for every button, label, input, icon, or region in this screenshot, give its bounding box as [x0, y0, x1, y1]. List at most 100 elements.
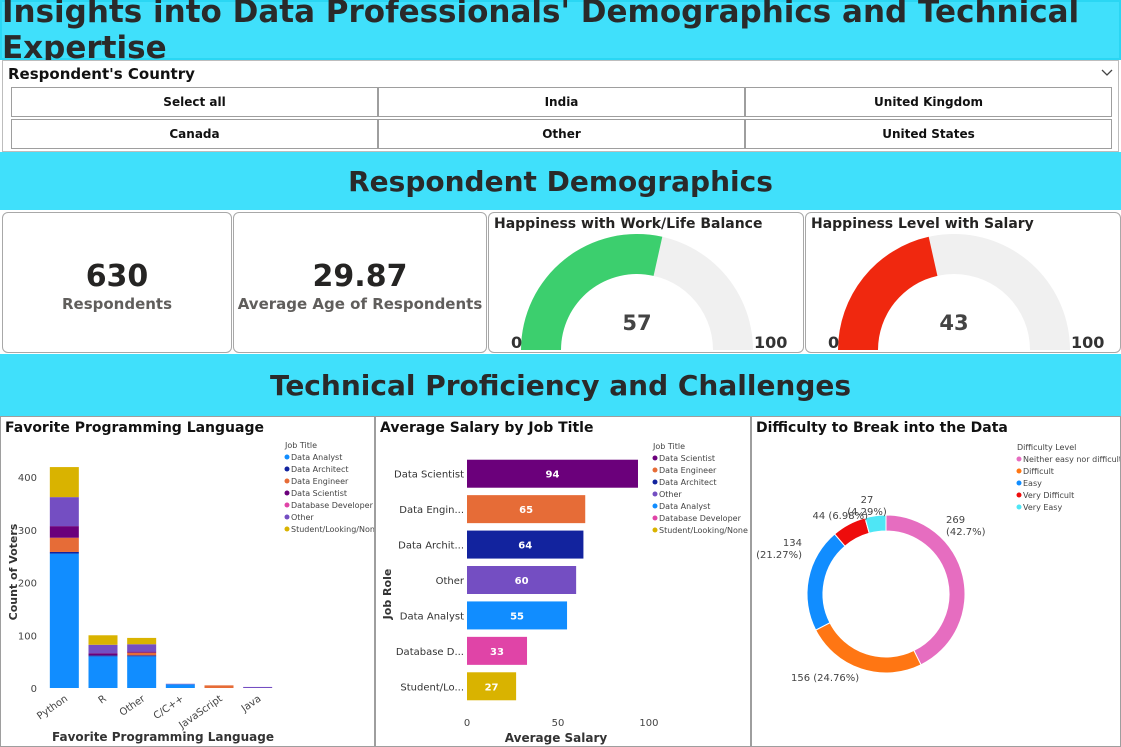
- legend-item: Very Difficult: [1023, 491, 1074, 500]
- legend-title: Job Title: [652, 442, 685, 451]
- data-label: 134: [783, 538, 802, 549]
- legend-title: Difficulty Level: [1017, 443, 1076, 452]
- y-tick-label: Data Engin...: [399, 505, 464, 516]
- data-label: 27: [485, 682, 499, 693]
- bar-other-data-scientist: [127, 651, 157, 653]
- chevron-down-icon[interactable]: [1100, 65, 1114, 79]
- y-tick-label: Data Scientist: [394, 470, 464, 481]
- legend-marker: [284, 502, 290, 508]
- y-tick-label: 100: [18, 631, 37, 642]
- bar-other-data-analyst: [127, 656, 157, 688]
- bar-other-data-architect: [127, 655, 157, 657]
- slicer-item-canada[interactable]: Canada: [11, 119, 378, 149]
- bar-python-data-analyst: [49, 553, 79, 688]
- y-axis-label: Job Role: [381, 569, 394, 621]
- legend-marker: [284, 454, 290, 460]
- salary-gauge-fill: [838, 236, 938, 350]
- bar-python-data-scientist: [49, 526, 79, 538]
- dashboard-title: Insights into Data Professionals' Demogr…: [0, 0, 1121, 66]
- data-label: 44 (6.98%): [813, 511, 869, 522]
- x-tick-label: 0: [464, 718, 470, 729]
- x-tick-label: Other: [118, 693, 148, 719]
- salary-gauge-max: 100: [1071, 333, 1105, 352]
- data-label: 33: [490, 647, 504, 658]
- average-age-card: 29.87 Average Age of Respondents: [233, 212, 487, 353]
- slicer-item-select-all[interactable]: Select all: [11, 87, 378, 117]
- average-age-label: Average Age of Respondents: [237, 295, 483, 313]
- section-title-technical: Technical Proficiency and Challenges: [0, 354, 1121, 416]
- y-tick-label: 200: [18, 579, 37, 590]
- slicer-item-united-states[interactable]: United States: [745, 119, 1112, 149]
- y-tick-label: Student/Lo...: [400, 682, 464, 693]
- legend-item: Database Developer: [291, 501, 374, 510]
- legend-item: Data Engineer: [291, 477, 349, 486]
- legend-marker: [284, 526, 290, 532]
- legend-item: Data Architect: [291, 465, 349, 474]
- bar-javascript-data-engineer: [204, 685, 234, 688]
- legend-marker: [652, 515, 658, 521]
- bar-java-other: [243, 686, 273, 688]
- legend-marker: [652, 479, 658, 485]
- legend-item: Student/Looking/None: [291, 525, 374, 534]
- chart-title-salary-by-job: Average Salary by Job Title: [380, 420, 594, 436]
- legend-item: Student/Looking/None: [659, 526, 748, 535]
- work-life-gauge-card: Happiness with Work/Life Balance 57 0 10…: [488, 212, 804, 353]
- slice-easy: [806, 533, 846, 631]
- legend-marker: [1016, 480, 1022, 486]
- y-axis-label: Count of Voters: [7, 523, 20, 620]
- country-slicer[interactable]: Respondent's Country Select all India Un…: [2, 60, 1119, 152]
- legend-title: Job Title: [284, 441, 317, 450]
- legend-item: Other: [659, 490, 682, 499]
- slice-very-easy: [864, 514, 887, 534]
- bar-python-other: [49, 497, 79, 527]
- data-label: 94: [546, 470, 560, 481]
- work-life-gauge-max: 100: [754, 333, 788, 352]
- slicer-item-other[interactable]: Other: [378, 119, 745, 149]
- legend-marker: [284, 466, 290, 472]
- bar-c-c-data-analyst: [165, 684, 195, 688]
- legend-item: Data Analyst: [659, 502, 710, 511]
- x-axis-label: Favorite Programming Language: [52, 730, 274, 744]
- x-tick-label: C/C++: [152, 693, 186, 722]
- slice-difficult: [815, 622, 922, 674]
- work-life-gauge-title: Happiness with Work/Life Balance: [494, 216, 763, 232]
- data-label: 64: [518, 541, 532, 552]
- slicer-item-united-kingdom[interactable]: United Kingdom: [745, 87, 1112, 117]
- y-tick-label: Data Analyst: [400, 611, 464, 622]
- legend-marker: [284, 490, 290, 496]
- data-label: (4.29%): [847, 507, 887, 518]
- legend-item: Data Scientist: [659, 454, 715, 463]
- legend-marker: [284, 514, 290, 520]
- data-label: 156 (24.76%): [791, 673, 859, 684]
- bar-other-student-looking-none: [127, 637, 157, 645]
- legend-item: Data Engineer: [659, 466, 717, 475]
- salary-by-job-chart: 94 Data Scientist 65 Data Engin... 64 Data Ar…: [381, 442, 748, 745]
- legend-marker: [284, 478, 290, 484]
- legend-item: Other: [291, 513, 314, 522]
- work-life-gauge-fill: [521, 233, 663, 350]
- legend-marker: [1016, 492, 1022, 498]
- data-label: 65: [519, 505, 533, 516]
- bar-c-c-other: [165, 683, 195, 685]
- legend-item: Data Architect: [659, 478, 717, 487]
- bar-other: [467, 566, 577, 594]
- bar-other-data-engineer: [127, 652, 157, 656]
- salary-gauge-min: 0: [828, 333, 840, 352]
- legend-marker: [652, 527, 658, 533]
- salary-gauge-title: Happiness Level with Salary: [811, 216, 1034, 232]
- bar-r-student-looking-none: [88, 635, 118, 645]
- data-label: 55: [510, 611, 524, 622]
- section-title-demographics: Respondent Demographics: [0, 152, 1121, 210]
- legend-item: Easy: [1023, 479, 1042, 488]
- y-tick-label: 300: [18, 526, 37, 537]
- y-tick-label: Other: [436, 576, 465, 587]
- salary-gauge: [838, 234, 1070, 350]
- y-tick-label: 0: [31, 684, 37, 695]
- legend-item: Database Developer: [659, 514, 742, 523]
- bar-data-engin: [467, 495, 586, 524]
- legend-item: Data Scientist: [291, 489, 347, 498]
- chart-title-favorite-language: Favorite Programming Language: [5, 420, 264, 436]
- slicer-item-india[interactable]: India: [378, 87, 745, 117]
- bar-r-data-scientist: [88, 653, 118, 656]
- bar-data-archit: [467, 530, 584, 559]
